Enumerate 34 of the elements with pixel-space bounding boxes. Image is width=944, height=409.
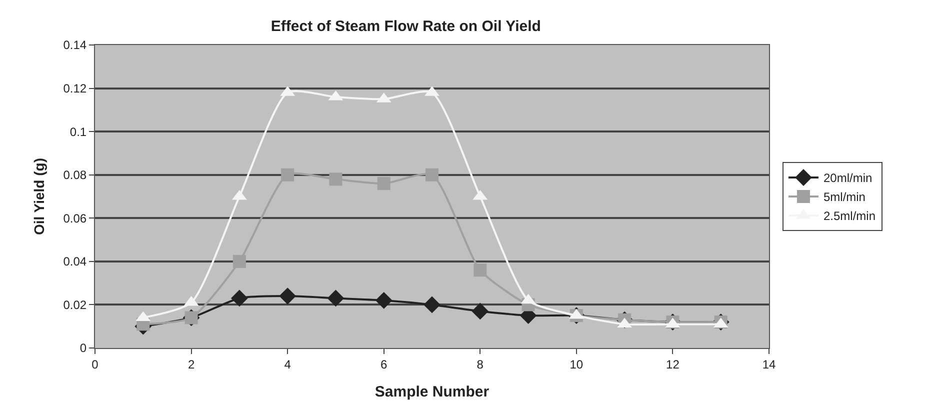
- x-tick-label: 12: [666, 357, 680, 372]
- chart-title: Effect of Steam Flow Rate on Oil Yield: [270, 18, 541, 35]
- x-tick-label: 6: [380, 357, 388, 372]
- point: [375, 292, 392, 309]
- point: [281, 168, 294, 182]
- x-tick-label: 4: [284, 357, 292, 372]
- x-tick-label: 0: [92, 357, 99, 372]
- y-tick-label: 0.08: [63, 168, 87, 182]
- point: [329, 172, 342, 186]
- point: [426, 168, 438, 182]
- y-tick-label: 0.02: [63, 298, 87, 312]
- point: [279, 288, 296, 305]
- legend-label: 2.5ml/min: [823, 209, 876, 224]
- y-tick-label: 0.1: [70, 124, 87, 139]
- legend-label: 20ml/min: [823, 171, 872, 186]
- x-tick-label: 10: [570, 357, 584, 372]
- legend-label: 5ml/min: [823, 190, 866, 204]
- point: [327, 290, 344, 307]
- point: [474, 264, 487, 277]
- point: [377, 177, 390, 190]
- y-tick-label: 0.04: [63, 254, 87, 269]
- y-axis-title: Oil Yield (g): [30, 158, 47, 236]
- x-tick-label: 8: [476, 357, 484, 372]
- point: [232, 254, 246, 268]
- y-tick-label: 0.06: [63, 211, 87, 226]
- x-axis-title: Sample Number: [374, 383, 490, 400]
- y-tick-label: 0: [80, 341, 87, 356]
- point: [424, 296, 440, 314]
- point: [230, 290, 248, 307]
- x-tick-label: 2: [188, 357, 195, 372]
- x-tick-label: 14: [762, 357, 776, 372]
- point: [472, 302, 489, 320]
- y-tick-label: 0.14: [63, 38, 87, 52]
- y-tick-label: 0.12: [63, 81, 87, 96]
